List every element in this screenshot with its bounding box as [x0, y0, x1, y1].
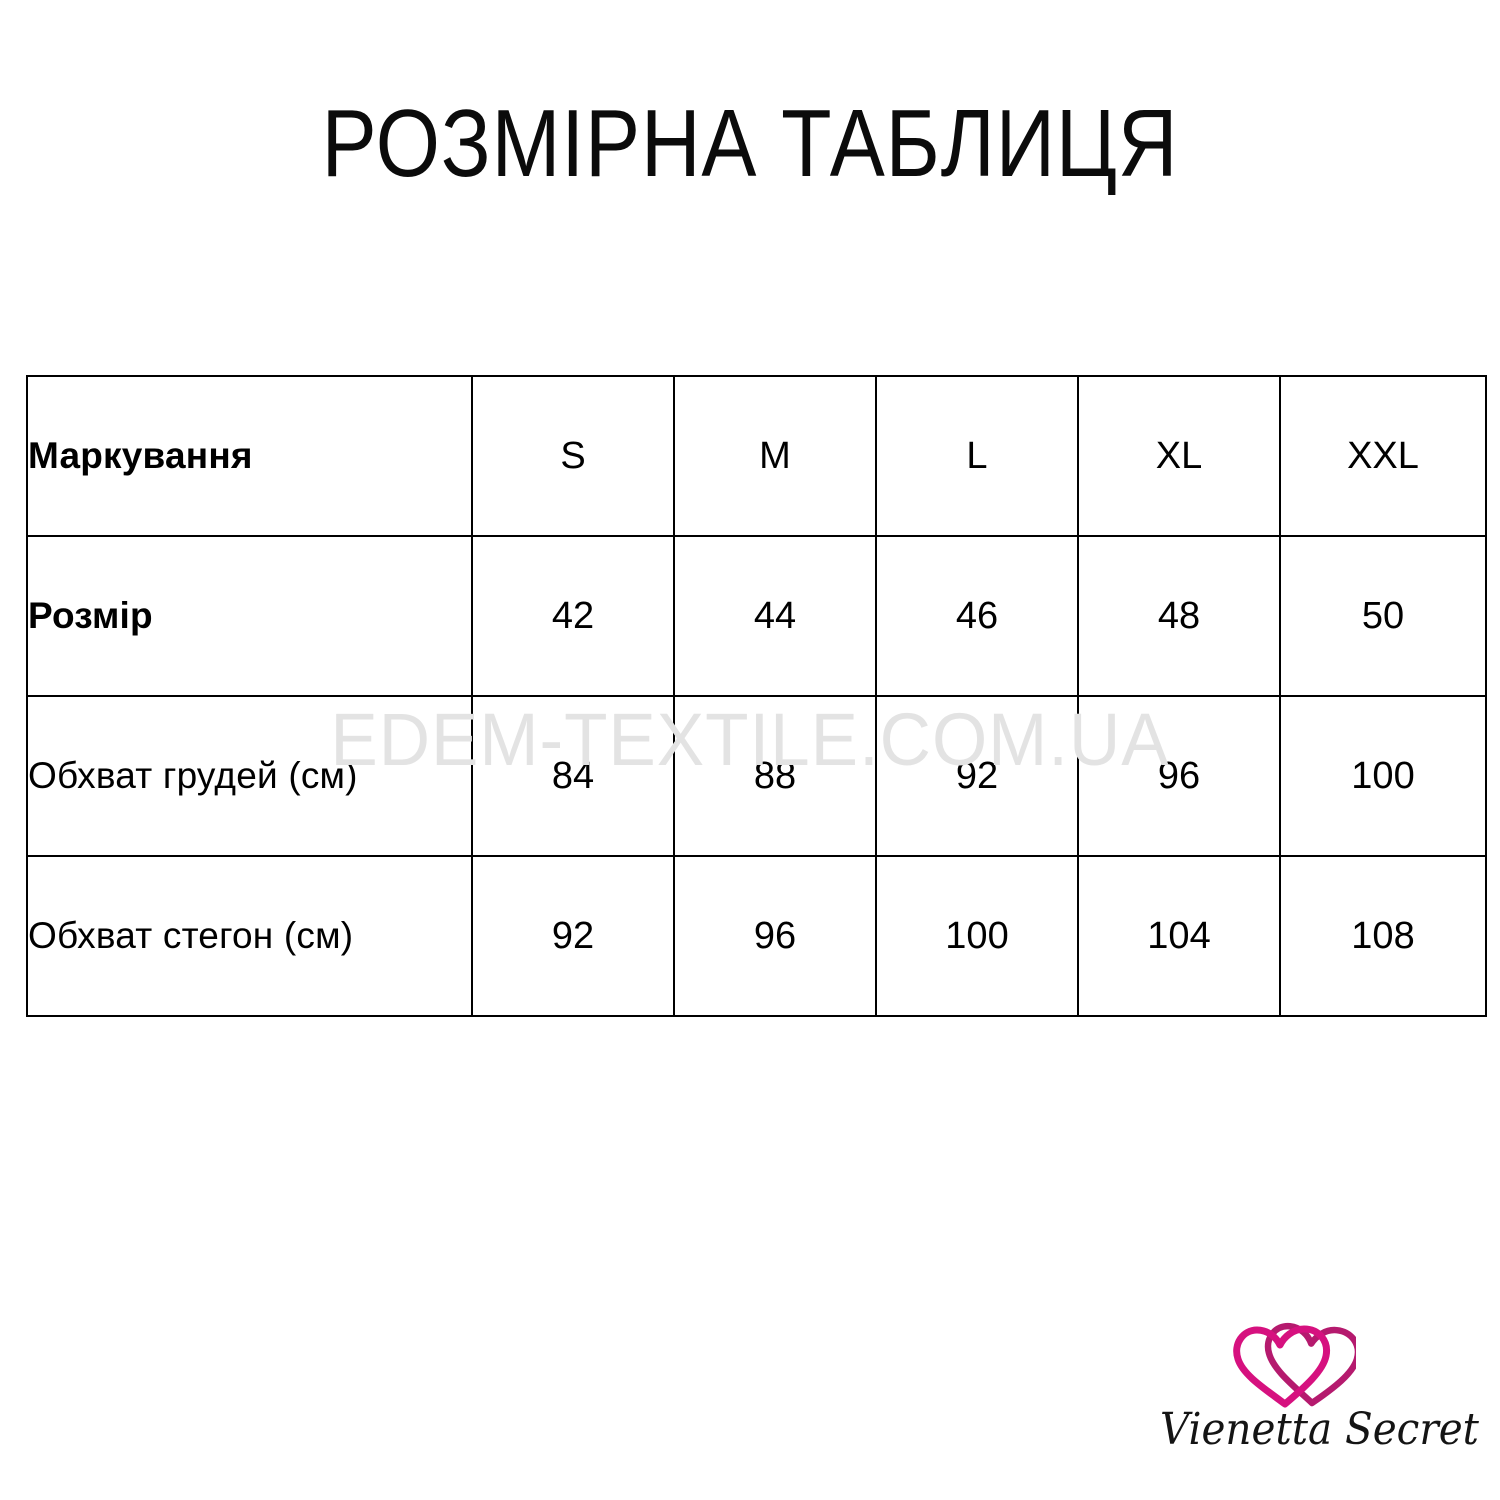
bust-value-m: 88	[673, 695, 877, 857]
size-chart-table: Маркування S M L XL XXL Розмір 42 44 46 …	[26, 375, 1487, 1017]
size-value-l: 46	[875, 535, 1079, 697]
bust-value-xxl: 100	[1279, 695, 1487, 857]
size-value-s: 42	[471, 535, 675, 697]
row-label-marking: Маркування	[26, 375, 473, 537]
bust-value-l: 92	[875, 695, 1079, 857]
row-label-hips: Обхват стегон (см)	[26, 855, 473, 1017]
hips-value-xl: 104	[1077, 855, 1281, 1017]
hips-value-xxl: 108	[1279, 855, 1487, 1017]
table-row: Маркування S M L XL XXL	[26, 375, 1487, 537]
size-value-xxl: 50	[1279, 535, 1487, 697]
size-header-xl: XL	[1077, 375, 1281, 537]
size-chart-body: Маркування S M L XL XXL Розмір 42 44 46 …	[26, 375, 1487, 1017]
size-header-m: M	[673, 375, 877, 537]
table-row: Обхват грудей (см) 84 88 92 96 100	[26, 695, 1487, 857]
brand-logo: Vienetta Secret	[1148, 1322, 1479, 1490]
bust-value-s: 84	[471, 695, 675, 857]
size-chart-container: Маркування S M L XL XXL Розмір 42 44 46 …	[26, 375, 1487, 1017]
brand-name: Vienetta Secret	[1160, 1404, 1479, 1455]
bust-value-xl: 96	[1077, 695, 1281, 857]
hips-value-m: 96	[673, 855, 877, 1017]
size-header-l: L	[875, 375, 1079, 537]
size-header-s: S	[471, 375, 675, 537]
row-label-bust: Обхват грудей (см)	[26, 695, 473, 857]
size-value-m: 44	[673, 535, 877, 697]
table-row: Обхват стегон (см) 92 96 100 104 108	[26, 855, 1487, 1017]
hips-value-s: 92	[471, 855, 675, 1017]
page-title: РОЗМІРНА ТАБЛИЦЯ	[321, 90, 1179, 197]
row-label-size: Розмір	[26, 535, 473, 697]
table-row: Розмір 42 44 46 48 50	[26, 535, 1487, 697]
double-heart-icon	[1233, 1323, 1356, 1408]
size-value-xl: 48	[1077, 535, 1281, 697]
hips-value-l: 100	[875, 855, 1079, 1017]
size-header-xxl: XXL	[1279, 375, 1487, 537]
